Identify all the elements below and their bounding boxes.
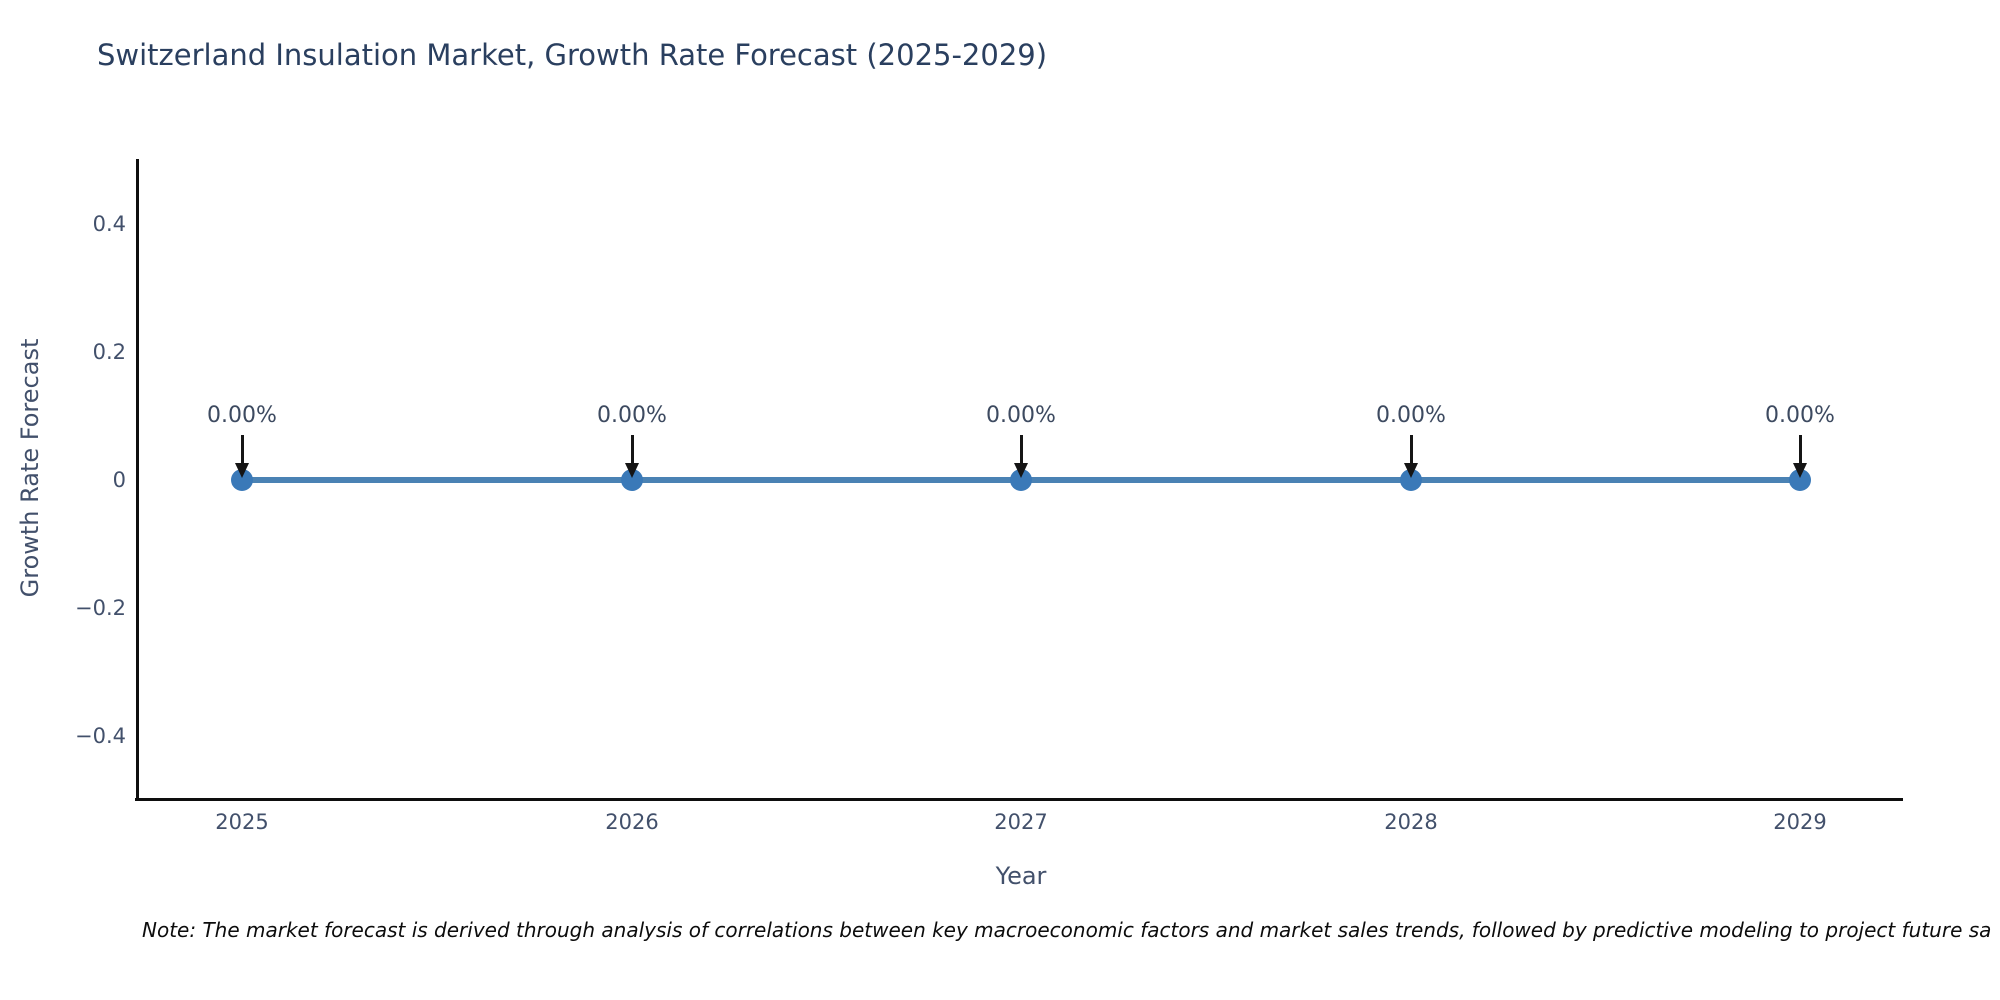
point-annotation-label: 0.00%	[1765, 403, 1835, 428]
arrow-down-icon	[625, 435, 639, 479]
chart-title: Switzerland Insulation Market, Growth Ra…	[97, 38, 1048, 72]
y-tick-label: 0	[112, 468, 126, 492]
point-annotation-label: 0.00%	[986, 403, 1056, 428]
y-axis-title: Growth Rate Forecast	[16, 338, 44, 598]
footnote: Note: The market forecast is derived thr…	[142, 918, 1992, 942]
x-tick-label: 2029	[1773, 810, 1827, 834]
x-axis-line	[135, 798, 1903, 801]
arrow-down-icon	[1014, 435, 1028, 479]
x-axis-title: Year	[995, 862, 1047, 890]
arrow-down-icon	[1404, 435, 1418, 479]
arrow-down-icon	[1793, 435, 1807, 479]
y-tick-label: −0.4	[75, 724, 126, 748]
y-axis-line	[136, 159, 139, 801]
y-tick-label: 0.2	[92, 340, 126, 364]
point-annotation-label: 0.00%	[207, 403, 277, 428]
y-tick-label: 0.4	[92, 212, 126, 236]
x-tick-label: 2028	[1384, 810, 1438, 834]
point-annotation-label: 0.00%	[597, 403, 667, 428]
x-tick-label: 2027	[994, 810, 1048, 834]
x-tick-label: 2025	[215, 810, 269, 834]
arrow-down-icon	[235, 435, 249, 479]
x-tick-label: 2026	[605, 810, 659, 834]
y-tick-label: −0.2	[75, 596, 126, 620]
point-annotation-label: 0.00%	[1376, 403, 1446, 428]
